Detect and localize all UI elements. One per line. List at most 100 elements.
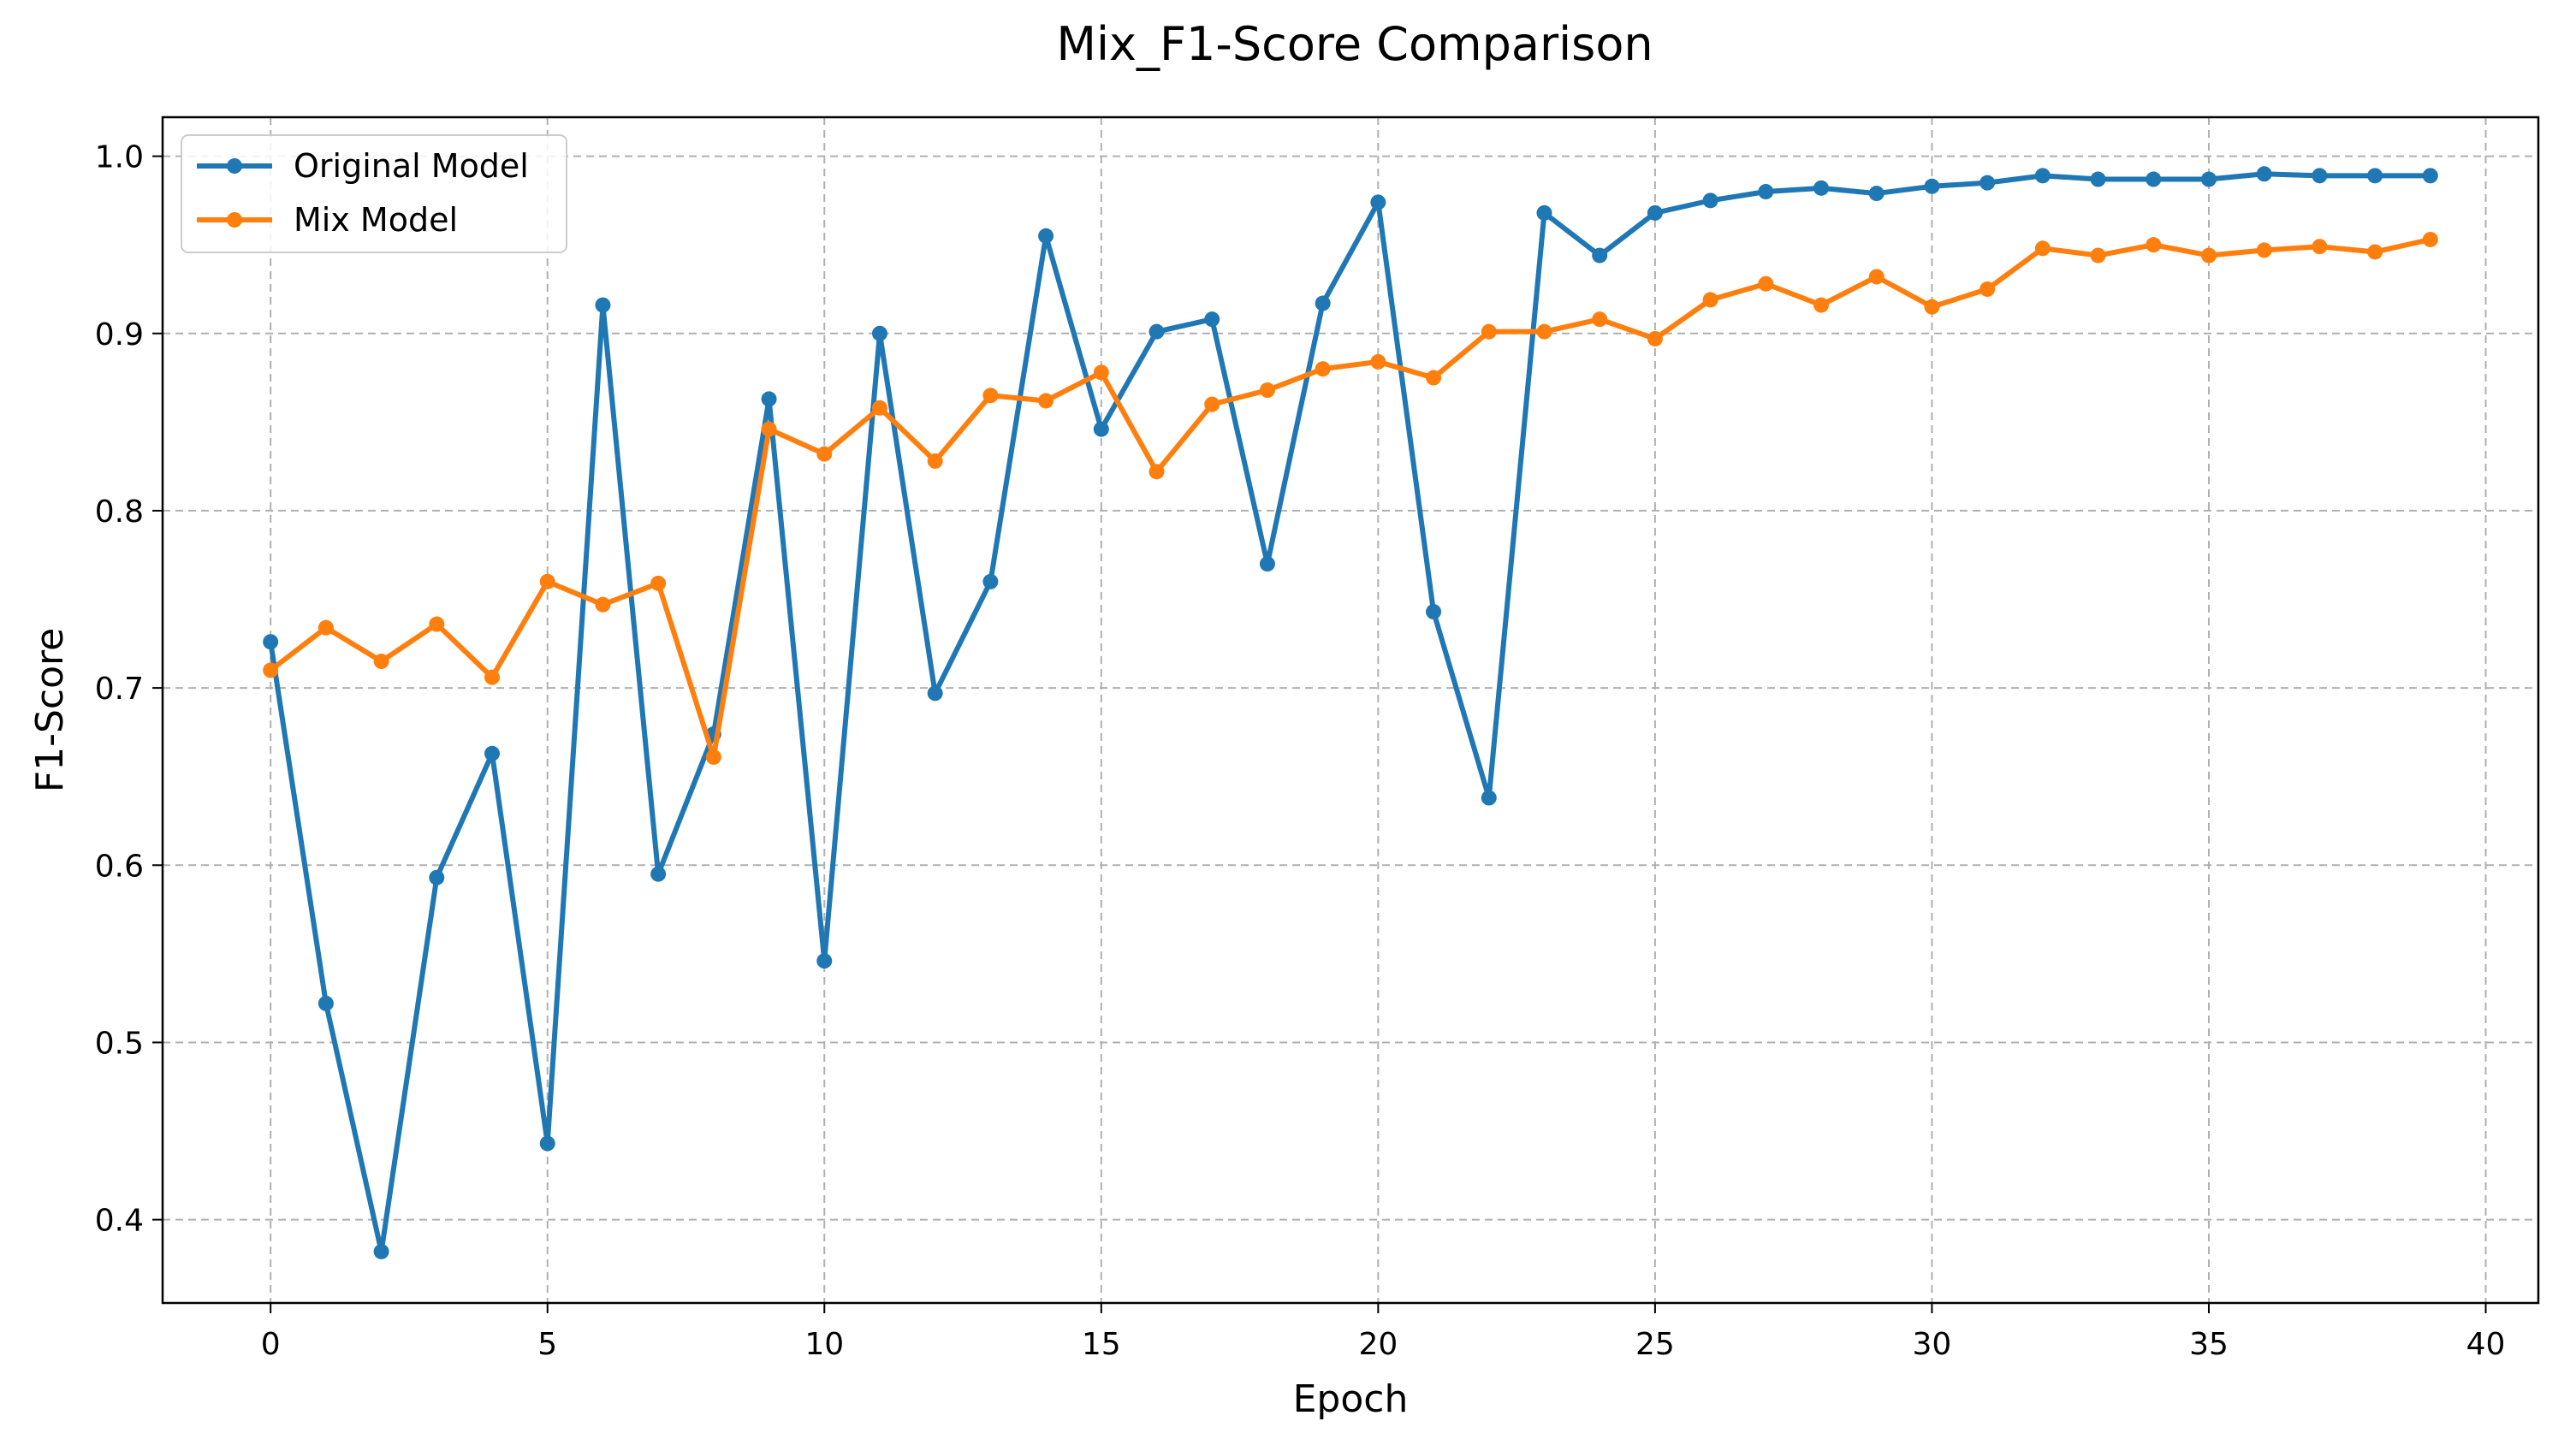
data-point-mix-model (1370, 353, 1386, 370)
data-point-original-model (1868, 186, 1885, 202)
data-point-original-model (871, 325, 887, 341)
data-point-original-model (2312, 168, 2328, 184)
x-tick-label: 40 (2466, 1327, 2506, 1362)
data-point-mix-model (927, 453, 943, 469)
data-point-mix-model (1149, 464, 1165, 480)
x-tick-label: 25 (1635, 1327, 1675, 1362)
data-point-mix-model (1259, 382, 1275, 399)
x-tick-label: 20 (1358, 1327, 1398, 1362)
data-point-original-model (1315, 295, 1331, 311)
data-point-mix-model (1592, 311, 1608, 328)
axis-ticks: 0 5 10 15 20 25 30 35 40 0.4 0.5 0.6 0.7 0.8 0.9 1.0 (95, 140, 2506, 1362)
data-point-mix-model (705, 749, 721, 765)
chart-title: Mix_F1-Score Comparison (1056, 17, 1653, 71)
series-original-model (263, 166, 2438, 1259)
data-point-mix-model (2200, 247, 2217, 264)
data-point-original-model (595, 297, 611, 313)
data-point-original-model (1426, 604, 1442, 620)
data-point-mix-model (318, 619, 334, 636)
x-tick-label: 15 (1082, 1327, 1121, 1362)
data-point-original-model (373, 1243, 389, 1259)
data-point-mix-model (263, 662, 279, 678)
x-tick-label: 5 (537, 1327, 557, 1362)
data-point-original-model (927, 685, 943, 702)
data-point-mix-model (871, 400, 887, 416)
series-layer (263, 166, 2438, 1259)
data-point-mix-model (1536, 323, 1552, 340)
data-point-original-model (1149, 323, 1165, 340)
x-tick-label: 10 (804, 1327, 844, 1362)
data-point-mix-model (539, 573, 555, 589)
data-point-mix-model (373, 654, 389, 670)
data-point-mix-model (1426, 370, 1442, 386)
data-point-original-model (484, 745, 501, 761)
data-point-original-model (2146, 171, 2162, 187)
data-point-mix-model (2367, 244, 2383, 260)
data-point-mix-model (595, 596, 611, 613)
data-point-original-model (1038, 228, 1054, 244)
y-axis-label: F1-Score (28, 628, 72, 792)
series-line-mix-model (269, 237, 2431, 760)
data-point-original-model (2034, 168, 2051, 184)
x-axis-label: Epoch (1293, 1377, 1409, 1421)
data-point-mix-model (761, 421, 777, 437)
series-line-original-model (268, 171, 2431, 1254)
data-point-original-model (1204, 311, 1220, 328)
data-point-original-model (2090, 171, 2106, 187)
y-tick-label: 0.7 (95, 672, 144, 707)
data-point-original-model (1370, 194, 1386, 210)
data-point-original-model (1813, 180, 1830, 196)
data-point-original-model (2256, 166, 2272, 182)
data-point-original-model (1979, 175, 1996, 191)
legend-box (181, 134, 567, 253)
data-point-original-model (2422, 168, 2438, 184)
data-point-mix-model (1481, 323, 1497, 340)
legend-marker-mix-model (227, 212, 242, 228)
data-point-mix-model (1315, 361, 1331, 377)
y-tick-label: 0.5 (95, 1026, 144, 1061)
y-tick-label: 0.8 (95, 494, 144, 530)
x-tick-label: 0 (261, 1327, 281, 1362)
data-point-original-model (318, 995, 334, 1011)
data-point-original-model (1702, 192, 1718, 209)
data-point-original-model (816, 953, 833, 969)
data-point-mix-model (484, 669, 501, 685)
data-point-mix-model (2256, 242, 2272, 258)
data-point-mix-model (650, 575, 667, 591)
data-point-mix-model (1038, 393, 1054, 409)
data-point-mix-model (2312, 239, 2328, 255)
data-point-original-model (429, 869, 445, 885)
data-point-mix-model (1868, 269, 1885, 285)
data-point-original-model (1093, 421, 1109, 437)
data-point-mix-model (1758, 275, 1774, 292)
data-point-original-model (263, 634, 279, 650)
legend: Original Model Mix Model (181, 134, 567, 253)
y-tick-label: 1.0 (95, 140, 144, 175)
y-tick-label: 0.4 (95, 1204, 144, 1239)
data-point-original-model (539, 1135, 555, 1152)
data-point-original-model (650, 866, 667, 882)
data-point-mix-model (2146, 237, 2162, 253)
data-point-original-model (1647, 204, 1663, 221)
data-point-original-model (761, 391, 777, 407)
data-point-original-model (1758, 184, 1774, 200)
data-point-mix-model (1702, 292, 1718, 308)
data-point-original-model (1259, 556, 1275, 572)
data-point-original-model (2200, 171, 2217, 187)
data-point-mix-model (982, 388, 999, 404)
data-point-mix-model (1093, 364, 1109, 381)
y-tick-label: 0.9 (95, 317, 144, 352)
data-point-original-model (1924, 178, 1940, 194)
data-point-mix-model (2090, 247, 2106, 264)
data-point-mix-model (1813, 297, 1830, 313)
data-point-mix-model (2034, 240, 2051, 257)
data-point-mix-model (2422, 231, 2438, 247)
data-point-mix-model (1647, 330, 1663, 346)
y-tick-label: 0.6 (95, 849, 144, 884)
x-tick-label: 35 (2189, 1327, 2229, 1362)
data-point-original-model (2367, 168, 2383, 184)
x-tick-label: 30 (1913, 1327, 1952, 1362)
data-point-mix-model (429, 616, 445, 632)
series-mix-model (263, 231, 2438, 765)
